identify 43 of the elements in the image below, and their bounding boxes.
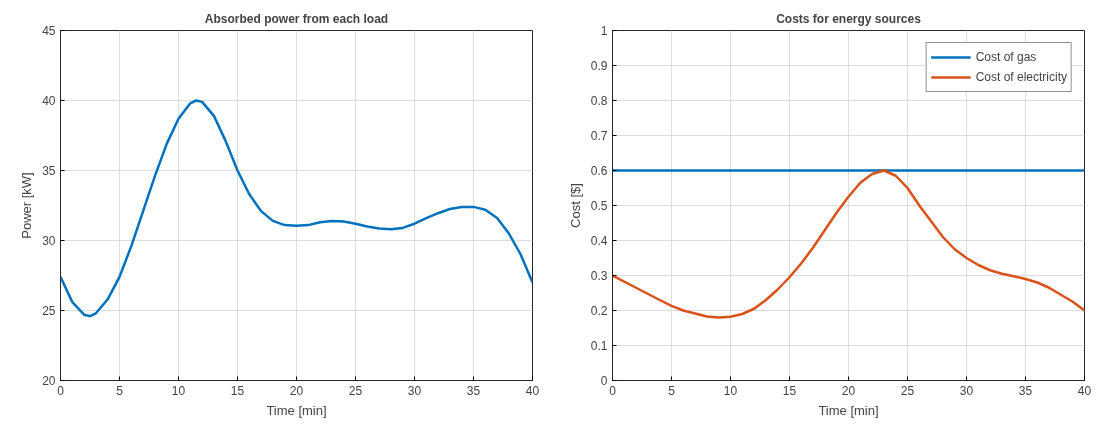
x-tick-label: 20 (289, 383, 304, 398)
y-axis-title: Cost [$] (567, 183, 583, 228)
x-tick-label: 10 (171, 383, 186, 398)
y-tick-label: 0.7 (590, 129, 608, 143)
y-tick-label: 0.5 (590, 199, 608, 213)
x-tick-label: 20 (841, 383, 856, 398)
chart-title: Absorbed power from each load (204, 11, 389, 26)
x-axis-title: Time [min] (266, 402, 327, 418)
x-tick-label: 15 (230, 383, 245, 398)
y-tick-label: 25 (42, 304, 56, 318)
y-tick-label: 0.8 (590, 94, 608, 108)
y-tick-label: 0.1 (590, 339, 608, 353)
y-tick-label: 0.4 (590, 234, 608, 248)
y-tick-label: 40 (42, 94, 56, 108)
x-tick-label: 25 (348, 383, 363, 398)
x-tick-label: 25 (900, 383, 915, 398)
x-tick-label: 30 (407, 383, 422, 398)
chart-title: Costs for energy sources (776, 11, 922, 26)
x-axis-title: Time [min] (818, 402, 879, 418)
x-tick-label: 5 (668, 383, 676, 398)
x-tick-label: 5 (116, 383, 124, 398)
y-tick-label: 1 (600, 24, 608, 38)
legend-label: Cost of electricity (975, 70, 1067, 84)
x-tick-label: 40 (1077, 383, 1092, 398)
legend-label: Cost of gas (975, 50, 1037, 64)
y-tick-label: 0.2 (590, 304, 608, 318)
line-series (60, 99, 533, 318)
y-tick-label: 45 (42, 24, 56, 38)
y-tick-label: 0.9 (590, 59, 608, 73)
y-axis-title: Power [kW] (19, 172, 35, 239)
x-tick-label: 35 (1018, 383, 1033, 398)
line-series (612, 169, 1085, 319)
y-tick-label: 35 (42, 164, 56, 178)
x-tick-label: 10 (723, 383, 738, 398)
x-tick-label: 35 (466, 383, 481, 398)
y-tick-label: 0.6 (590, 164, 608, 178)
y-tick-label: 20 (42, 374, 56, 388)
y-tick-label: 30 (42, 234, 56, 248)
x-tick-label: 40 (525, 383, 540, 398)
x-tick-label: 30 (959, 383, 974, 398)
y-tick-label: 0 (600, 374, 608, 388)
x-tick-label: 15 (782, 383, 797, 398)
y-tick-label: 0.3 (590, 269, 608, 283)
